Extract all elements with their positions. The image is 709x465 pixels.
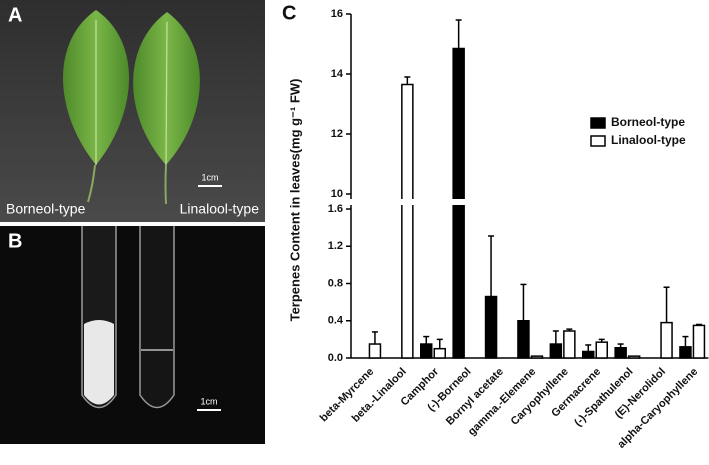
bar [368, 343, 382, 359]
y-tick-label: 1.2 [328, 240, 343, 252]
bar [484, 295, 498, 359]
error-bar [695, 323, 702, 326]
y-tick-label: 0.4 [328, 315, 344, 327]
y-tick-label: 10 [331, 188, 343, 200]
bar [582, 350, 595, 359]
bar [692, 324, 706, 359]
y-axis-label: Terpenes Content in leaves(mg g⁻¹ FW) [287, 79, 302, 322]
bar [420, 343, 433, 359]
legend-swatch [590, 117, 606, 129]
x-tick-label: beta-Myrcene [318, 366, 377, 425]
legend-label: Borneol-type [611, 115, 685, 129]
error-bar [566, 328, 573, 331]
y-tick-label: 0.0 [328, 352, 343, 364]
bar [660, 321, 673, 359]
axis-break [348, 199, 709, 205]
error-bar [598, 338, 605, 343]
bar [517, 320, 530, 359]
bar [563, 330, 576, 359]
error-bar [682, 335, 689, 347]
error-bar [520, 283, 527, 321]
error-bar [585, 344, 592, 352]
leaf-vein [165, 21, 168, 166]
petiole [164, 164, 167, 205]
photo-a [0, 0, 265, 222]
bar [433, 347, 446, 359]
x-tick-label: (-)-Spathulenol [572, 366, 635, 429]
scale-label: 1cm [201, 172, 218, 182]
bar [614, 347, 627, 359]
error-bar [617, 343, 624, 348]
scale-label: 1cm [200, 396, 217, 406]
error-bar [663, 286, 670, 323]
error-bar [488, 235, 495, 297]
crystals [84, 320, 114, 405]
x-tick-label: Bornyl acetate [444, 366, 506, 428]
error-bar [552, 330, 559, 345]
error-bar [404, 76, 411, 85]
panel-label: C [282, 2, 296, 24]
caption: Borneol-type [6, 201, 86, 217]
bar [530, 355, 544, 359]
test-tube [139, 226, 175, 409]
error-bar [436, 338, 443, 349]
y-tick-label: 12 [331, 128, 343, 140]
bar [401, 83, 414, 359]
y-tick-label: 1.6 [328, 203, 343, 215]
y-tick-label: 14 [331, 68, 344, 80]
bar [679, 346, 692, 359]
legend-swatch [590, 135, 606, 147]
bar [595, 341, 608, 359]
legend-label: Linalool-type [611, 133, 686, 147]
error-bar [423, 335, 430, 345]
panel-label: B [8, 230, 22, 252]
photo-b [0, 226, 265, 444]
bar [627, 355, 641, 359]
y-tick-label: 0.8 [328, 277, 343, 289]
panel-label: A [8, 4, 22, 26]
chart: 0.00.40.81.21.610121416beta-Myrcenebeta.… [318, 8, 709, 451]
x-tick-label: Caryophyllene [509, 366, 571, 428]
caption: Linalool-type [180, 201, 260, 217]
error-bar [371, 331, 378, 345]
petiole [87, 164, 96, 203]
y-tick-label: 16 [331, 8, 343, 20]
error-bar [455, 19, 462, 49]
bar [549, 343, 563, 359]
